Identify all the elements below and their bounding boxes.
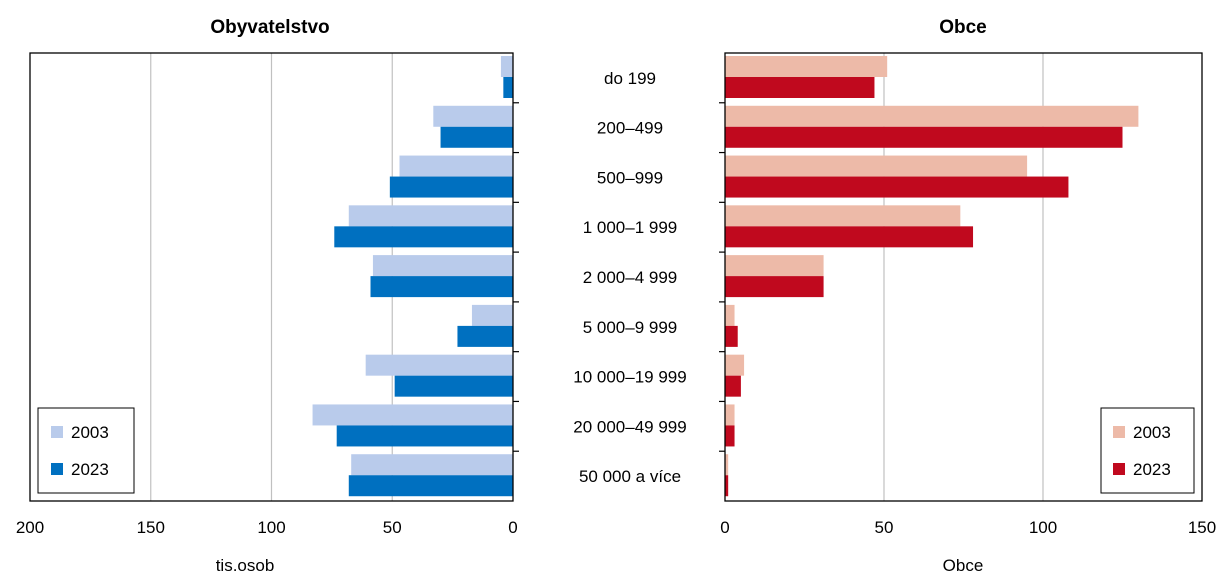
right-bar-2003	[725, 105, 1139, 127]
left-tick-label: 100	[257, 518, 285, 537]
left-bar-2003	[399, 155, 513, 177]
right-tick-label: 50	[875, 518, 894, 537]
left-legend-label-2003: 2003	[71, 423, 109, 442]
left-bar-2003	[348, 205, 513, 227]
right-bar-2003	[725, 404, 735, 426]
category-label: 1 000–1 999	[583, 218, 678, 237]
left-bar-2003	[312, 404, 513, 426]
left-legend-swatch-2023	[51, 463, 63, 475]
right-tick-label: 150	[1188, 518, 1216, 537]
left-bar-2003	[372, 255, 513, 277]
left-bar-2023	[394, 375, 513, 397]
left-chart-title: Obyvatelstvo	[210, 17, 329, 38]
left-tick-label: 200	[16, 518, 44, 537]
left-bar-2023	[503, 77, 513, 98]
left-legend-box	[37, 407, 135, 494]
left-tick-label: 0	[508, 518, 517, 537]
left-tick-label: 150	[137, 518, 165, 537]
left-tick-labels: 200 150 100 50 0	[16, 518, 518, 537]
municipalities-chart: Obce 0 50 100 150 Obce 2003 2023	[719, 17, 1216, 575]
right-bar-2023	[725, 176, 1069, 198]
left-legend-label-2023: 2023	[71, 460, 109, 479]
left-bar-2023	[336, 425, 513, 447]
left-bar-2003	[500, 56, 513, 77]
right-bar-2023	[725, 375, 741, 397]
category-label: 200–499	[597, 119, 663, 138]
right-bar-2023	[725, 325, 738, 347]
left-bar-2003	[471, 304, 513, 326]
category-label: 50 000 a více	[579, 467, 681, 486]
right-bar-2003	[725, 354, 745, 376]
category-label: 10 000–19 999	[573, 368, 686, 387]
right-bar-2023	[725, 425, 735, 447]
right-bar-2023	[725, 475, 729, 497]
left-bar-2003	[351, 454, 513, 476]
population-chart: Obyvatelstvo 200 150 100 50 0 tis.osob 2003 …	[16, 17, 519, 575]
right-bar-2023	[725, 226, 974, 248]
right-bar-2023	[725, 126, 1123, 148]
right-tick-label: 100	[1029, 518, 1057, 537]
left-bar-2003	[433, 105, 513, 127]
category-label: do 199	[604, 69, 656, 88]
left-bar-2003	[365, 354, 513, 376]
left-bar-2023	[440, 126, 513, 148]
right-tick-label: 0	[720, 518, 729, 537]
right-tick-labels: 0 50 100 150	[720, 518, 1216, 537]
right-legend-label-2003: 2003	[1133, 423, 1171, 442]
right-legend-box	[1100, 407, 1195, 494]
category-label: 500–999	[597, 168, 663, 187]
left-bar-2023	[348, 475, 513, 497]
right-legend: 2003 2023	[1100, 407, 1195, 494]
right-bar-2003	[725, 56, 888, 77]
right-bar-2003	[725, 155, 1028, 177]
left-bar-2023	[334, 226, 513, 248]
right-x-axis-label: Obce	[943, 556, 984, 575]
category-label: 2 000–4 999	[583, 268, 678, 287]
right-tick-marks	[719, 102, 725, 452]
left-legend-swatch-2003	[51, 426, 63, 438]
right-plot-frame	[724, 52, 1203, 502]
right-bar-2003	[725, 255, 824, 277]
right-legend-label-2023: 2023	[1133, 460, 1171, 479]
category-label: 20 000–49 999	[573, 417, 686, 436]
left-plot-frame	[29, 52, 514, 502]
right-bar-2003	[725, 454, 729, 476]
left-x-axis-label: tis.osob	[216, 556, 275, 575]
left-bars	[312, 56, 513, 497]
right-chart-title: Obce	[939, 17, 987, 38]
right-bar-2023	[725, 276, 824, 298]
left-bar-2023	[457, 325, 513, 347]
left-tick-label: 50	[383, 518, 402, 537]
left-bar-2023	[370, 276, 513, 298]
left-legend: 2003 2023	[37, 407, 135, 494]
right-legend-swatch-2003	[1113, 426, 1125, 438]
right-bar-2023	[725, 77, 875, 98]
right-legend-swatch-2023	[1113, 463, 1125, 475]
left-bar-2023	[389, 176, 513, 198]
right-bar-2003	[725, 304, 735, 326]
right-bars	[725, 56, 1139, 497]
right-bar-2003	[725, 205, 961, 227]
category-label: 5 000–9 999	[583, 318, 678, 337]
category-labels: do 199 200–499 500–999 1 000–1 999 2 000–4 9…	[573, 69, 686, 486]
left-tick-marks	[513, 102, 519, 452]
